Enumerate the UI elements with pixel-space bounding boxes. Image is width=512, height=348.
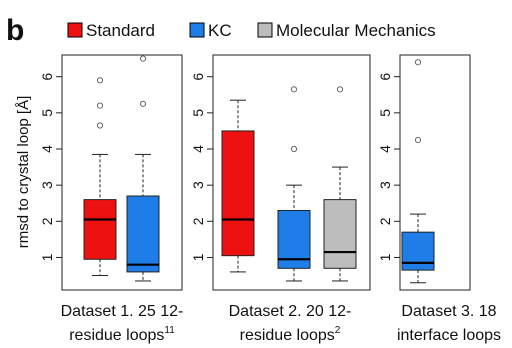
outlier bbox=[291, 146, 296, 151]
y-tick-label: 2 bbox=[190, 217, 206, 225]
legend-swatch bbox=[190, 23, 204, 37]
legend-label: Molecular Mechanics bbox=[276, 21, 436, 40]
x-axis-label-text: residue loops bbox=[240, 327, 335, 344]
x-axis-label: Dataset 1. 25 12- bbox=[61, 303, 184, 320]
y-tick-label: 2 bbox=[377, 217, 393, 225]
x-axis-label: Dataset 3. 18 bbox=[401, 303, 496, 320]
x-axis-label: Dataset 2. 20 12- bbox=[229, 303, 352, 320]
y-axis-label: rmsd to crystal loop [Å] bbox=[15, 96, 32, 249]
y-tick-label: 4 bbox=[377, 145, 393, 153]
outlier bbox=[97, 103, 102, 108]
x-axis-label-text: Dataset 1. 25 12- bbox=[61, 303, 184, 320]
x-axis-label-text: Dataset 2. 20 12- bbox=[229, 303, 352, 320]
outlier bbox=[97, 78, 102, 83]
x-axis-label-sup: 11 bbox=[164, 325, 175, 336]
y-tick-label: 1 bbox=[190, 253, 206, 261]
y-tick-label: 3 bbox=[190, 181, 206, 189]
legend-label: KC bbox=[208, 21, 232, 40]
outlier bbox=[97, 123, 102, 128]
y-tick-label: 6 bbox=[190, 73, 206, 81]
y-tick-label: 5 bbox=[39, 109, 55, 117]
x-axis-label: interface loops bbox=[397, 327, 501, 344]
legend-label: Standard bbox=[86, 21, 155, 40]
box bbox=[222, 131, 254, 256]
x-axis-label-text: residue loops bbox=[69, 327, 164, 344]
box bbox=[127, 196, 159, 272]
x-axis-label-text: interface loops bbox=[397, 327, 501, 344]
y-tick-label: 6 bbox=[39, 73, 55, 81]
y-tick-label: 3 bbox=[377, 181, 393, 189]
y-tick-label: 6 bbox=[377, 73, 393, 81]
x-axis-label-sup: 2 bbox=[335, 325, 341, 336]
outlier bbox=[415, 60, 420, 65]
outlier bbox=[415, 137, 420, 142]
legend-swatch bbox=[258, 23, 272, 37]
figure: b rmsd to crystal loop [Å] Standard KC Mol… bbox=[0, 0, 512, 348]
outlier bbox=[140, 101, 145, 106]
y-tick-label: 4 bbox=[39, 145, 55, 153]
x-axis-label: residue loops11 bbox=[69, 325, 175, 344]
y-tick-label: 1 bbox=[377, 253, 393, 261]
x-axis-label-text: Dataset 3. 18 bbox=[401, 303, 496, 320]
outlier bbox=[140, 56, 145, 61]
panel-label: b bbox=[6, 14, 24, 47]
y-tick-label: 3 bbox=[39, 181, 55, 189]
y-tick-label: 5 bbox=[377, 109, 393, 117]
x-axis-label: residue loops2 bbox=[240, 325, 341, 344]
outlier bbox=[337, 87, 342, 92]
panel-frame bbox=[62, 55, 182, 290]
box bbox=[324, 200, 356, 269]
legend-swatch bbox=[68, 23, 82, 37]
y-tick-label: 5 bbox=[190, 109, 206, 117]
box bbox=[84, 200, 116, 260]
y-tick-label: 2 bbox=[39, 217, 55, 225]
y-tick-label: 1 bbox=[39, 253, 55, 261]
box bbox=[402, 232, 434, 270]
outlier bbox=[291, 87, 296, 92]
y-tick-label: 4 bbox=[190, 145, 206, 153]
